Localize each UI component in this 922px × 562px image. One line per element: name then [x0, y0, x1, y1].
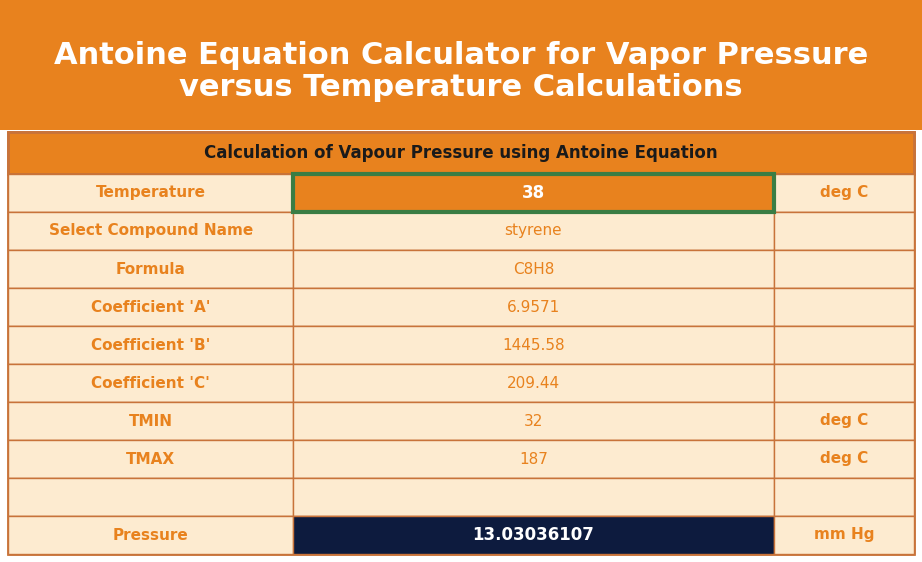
Bar — [8, 326, 293, 364]
Text: Coefficient 'C': Coefficient 'C' — [91, 375, 210, 391]
Bar — [293, 364, 774, 402]
Bar — [774, 288, 914, 326]
Bar — [774, 478, 914, 516]
Bar — [8, 132, 914, 174]
Bar — [774, 326, 914, 364]
Bar — [293, 174, 774, 212]
Bar — [293, 516, 774, 554]
Bar — [293, 440, 774, 478]
Text: Antoine Equation Calculator for Vapor Pressure: Antoine Equation Calculator for Vapor Pr… — [53, 40, 869, 70]
Text: Calculation of Vapour Pressure using Antoine Equation: Calculation of Vapour Pressure using Ant… — [204, 144, 718, 162]
Text: deg C: deg C — [820, 185, 868, 201]
Bar — [293, 212, 774, 250]
Bar — [8, 364, 914, 402]
Bar — [293, 288, 774, 326]
Bar — [774, 250, 914, 288]
Bar — [8, 288, 293, 326]
Text: Temperature: Temperature — [96, 185, 206, 201]
Bar — [8, 174, 914, 212]
Text: Pressure: Pressure — [112, 528, 189, 542]
Text: 13.03036107: 13.03036107 — [473, 526, 595, 544]
Bar — [8, 250, 914, 288]
Bar — [774, 212, 914, 250]
Text: deg C: deg C — [820, 451, 868, 466]
Bar — [8, 516, 293, 554]
Bar — [293, 250, 774, 288]
Bar — [293, 402, 774, 440]
Bar — [8, 212, 914, 250]
Text: versus Temperature Calculations: versus Temperature Calculations — [179, 72, 743, 102]
Bar — [8, 250, 293, 288]
Text: Formula: Formula — [116, 261, 185, 277]
Text: 209.44: 209.44 — [507, 375, 560, 391]
Text: Coefficient 'A': Coefficient 'A' — [91, 300, 210, 315]
Bar — [8, 364, 293, 402]
Bar — [774, 364, 914, 402]
Bar — [774, 440, 914, 478]
Bar — [8, 478, 914, 516]
Bar — [8, 402, 914, 440]
Text: deg C: deg C — [820, 414, 868, 428]
Text: 38: 38 — [522, 184, 545, 202]
Text: TMIN: TMIN — [129, 414, 172, 428]
Text: mm Hg: mm Hg — [813, 528, 874, 542]
Bar — [0, 0, 922, 130]
Bar — [774, 516, 914, 554]
Text: styrene: styrene — [504, 224, 562, 238]
Bar — [293, 174, 774, 212]
Bar — [8, 288, 914, 326]
Bar — [8, 132, 914, 554]
Text: TMAX: TMAX — [126, 451, 175, 466]
Bar — [8, 174, 293, 212]
Bar — [8, 212, 293, 250]
Text: C8H8: C8H8 — [513, 261, 554, 277]
Bar — [8, 440, 914, 478]
Bar — [8, 402, 293, 440]
Bar — [293, 478, 774, 516]
Text: 6.9571: 6.9571 — [507, 300, 560, 315]
Bar — [8, 478, 293, 516]
Bar — [8, 326, 914, 364]
Bar — [8, 516, 914, 554]
Text: Select Compound Name: Select Compound Name — [49, 224, 253, 238]
Bar — [774, 174, 914, 212]
Bar — [774, 402, 914, 440]
Text: Coefficient 'B': Coefficient 'B' — [91, 338, 210, 352]
Text: 1445.58: 1445.58 — [502, 338, 565, 352]
Text: 187: 187 — [519, 451, 548, 466]
Bar — [293, 326, 774, 364]
Bar — [8, 440, 293, 478]
Text: 32: 32 — [524, 414, 543, 428]
